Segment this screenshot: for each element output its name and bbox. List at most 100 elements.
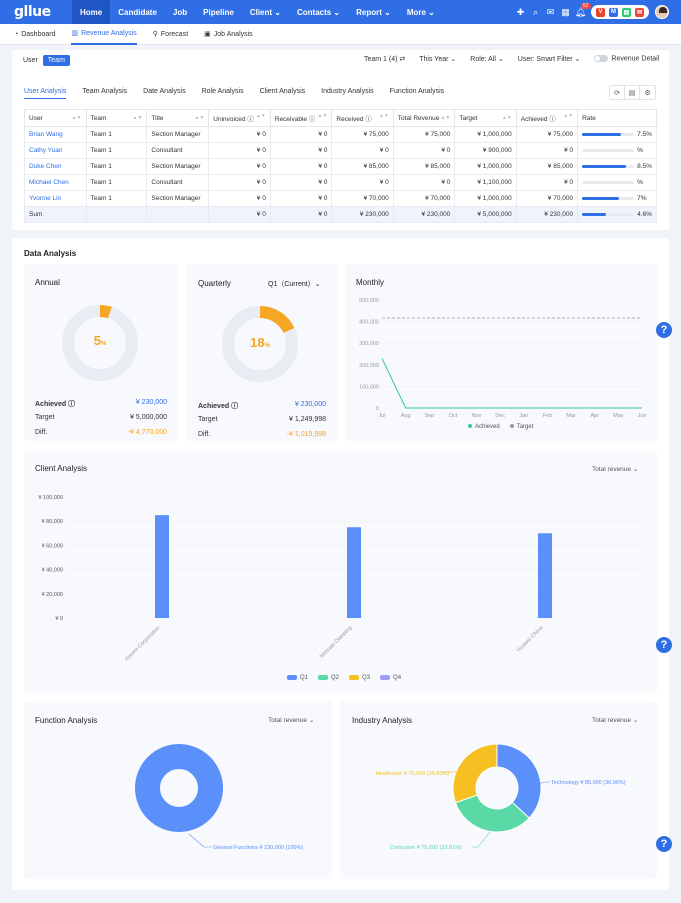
user-toggle[interactable]: User	[23, 57, 38, 64]
calendar-icon[interactable]: ▦	[561, 6, 570, 17]
col-title[interactable]: Title ▲▼	[146, 109, 210, 127]
quarter-select[interactable]: Q1（Current）⌄	[268, 281, 321, 288]
app-suitcase-icon[interactable]: ▤	[622, 7, 631, 17]
tab-job-analysis[interactable]: ▣ Job Analysis	[204, 30, 253, 39]
legend-q1[interactable]: Q1	[287, 675, 308, 681]
settings-icon[interactable]: ⚙	[644, 89, 651, 97]
sort-icon[interactable]: ▲▼	[501, 114, 512, 121]
revenue-detail-switch[interactable]: Revenue Detail	[594, 55, 659, 63]
nav-job[interactable]: Job	[172, 7, 188, 17]
app-v-icon[interactable]: V	[596, 7, 605, 17]
tab-team-analysis[interactable]: Team Analysis	[82, 88, 128, 95]
function-dropdown[interactable]: Total revenue ⌄	[268, 717, 315, 724]
help-icon[interactable]: ?	[656, 836, 672, 852]
help-icon[interactable]: ?	[656, 637, 672, 653]
col-user[interactable]: User ▲▼	[24, 109, 87, 127]
toggle-icon[interactable]	[594, 55, 609, 62]
user-filter[interactable]: User: Smart Filter ⌄	[517, 56, 581, 63]
sort-icon[interactable]: ▲▼	[71, 114, 82, 121]
col-target[interactable]: Target ▲▼	[454, 109, 517, 127]
nav-client[interactable]: Client ⌄	[249, 7, 281, 17]
app-m-icon[interactable]: M	[609, 7, 618, 17]
period-filter[interactable]: This Year ⌄	[419, 56, 457, 63]
nav-home[interactable]: Home	[72, 0, 111, 24]
cell-receivable: ¥ 0	[269, 206, 333, 223]
user-link[interactable]: Michael Chen	[24, 174, 87, 191]
user-link[interactable]: Duke Chen	[24, 158, 87, 175]
tab-date-analysis[interactable]: Date Analysis	[143, 88, 186, 95]
rate-cell: 7.5%	[582, 131, 652, 138]
cell-team: Team 1	[85, 142, 148, 159]
rate-bar	[582, 213, 635, 216]
user-link[interactable]: Cathy Yuan	[24, 142, 87, 159]
cell-uninvoiced: ¥ 0	[208, 142, 271, 159]
nav-report[interactable]: Report ⌄	[356, 7, 391, 17]
sort-icon[interactable]: ▲▼	[563, 113, 574, 119]
client-dropdown[interactable]: Total revenue ⌄	[592, 466, 639, 473]
help-icon[interactable]: ?	[656, 322, 672, 338]
add-icon[interactable]: ✚	[516, 6, 525, 17]
pie-slice[interactable]	[452, 743, 498, 804]
col-received[interactable]: Received ⓘ ▲▼	[331, 109, 394, 127]
col-receivable[interactable]: Receivable ⓘ ▲▼	[269, 109, 333, 127]
avatar[interactable]	[655, 5, 669, 19]
nav-contacts[interactable]: Contacts ⌄	[296, 7, 341, 17]
col-team[interactable]: Team ▲▼	[85, 109, 148, 127]
legend-target[interactable]: Target	[509, 424, 533, 430]
tab-role-analysis[interactable]: Role Analysis	[201, 88, 244, 95]
pie-slice[interactable]	[135, 744, 223, 832]
sort-icon[interactable]: ▲▼	[378, 113, 389, 119]
label-leader-line	[534, 781, 550, 786]
pie-slice[interactable]	[454, 794, 530, 833]
cell-title	[146, 206, 210, 223]
legend-q3[interactable]: Q3	[349, 675, 370, 681]
tab-industry-analysis[interactable]: Industry Analysis	[321, 88, 374, 95]
legend-q4[interactable]: Q4	[380, 675, 401, 681]
cell-uninvoiced: ¥ 0	[208, 174, 271, 191]
col-achieved[interactable]: Achieved ⓘ ▲▼	[515, 109, 579, 127]
tab-user-analysis[interactable]: User Analysis	[24, 88, 67, 99]
cell-team	[85, 206, 148, 223]
sort-icon[interactable]: ▲▼	[255, 113, 266, 119]
tab-function-analysis[interactable]: Function Analysis	[389, 88, 445, 95]
nav-candidate[interactable]: Candidate	[118, 7, 157, 17]
user-link[interactable]: Brian Wang	[24, 126, 87, 143]
bell-icon[interactable]: 🔔︎ 52	[574, 2, 591, 17]
team-toggle[interactable]: Team	[42, 55, 70, 66]
mail-icon[interactable]: ✉	[546, 6, 555, 17]
y-tick-label: ¥ 80,000	[42, 519, 63, 525]
sort-icon[interactable]: ▲▼	[317, 113, 328, 119]
table-tools: ⟳ ▤ ⚙	[609, 85, 656, 100]
export-icon[interactable]: ▤	[625, 86, 640, 99]
nav-more[interactable]: More ⌄	[406, 7, 435, 17]
bar-q1[interactable]	[155, 515, 169, 618]
pie-slice[interactable]	[496, 743, 542, 819]
tab-revenue-analysis[interactable]: ▥ Revenue Analysis	[71, 24, 137, 45]
app-gmail-icon[interactable]: ✉	[635, 7, 644, 17]
industry-card	[340, 701, 657, 879]
refresh-icon[interactable]: ⟳	[610, 86, 625, 99]
role-filter[interactable]: Role: All ⌄	[470, 56, 504, 63]
bar-q1[interactable]	[538, 533, 552, 618]
legend-q2[interactable]: Q2	[318, 675, 339, 681]
col-rate[interactable]: Rate	[577, 109, 657, 127]
cell-title: Section Manager	[146, 158, 210, 175]
tab-client-analysis[interactable]: Client Analysis	[259, 88, 306, 95]
sort-icon[interactable]: ▲▼	[132, 114, 143, 121]
legend-achieved[interactable]: Achieved	[468, 424, 500, 430]
nav-pipeline[interactable]: Pipeline	[203, 7, 234, 17]
donut-progress	[99, 305, 112, 319]
search-icon[interactable]: ⌕	[532, 6, 539, 17]
industry-dropdown[interactable]: Total revenue ⌄	[592, 717, 639, 724]
team-filter[interactable]: Team 1 (4) ⇄	[364, 56, 406, 63]
bar-q1[interactable]	[347, 527, 361, 618]
logo[interactable]: gllue	[14, 4, 51, 20]
label-leader-line	[188, 833, 212, 848]
sort-icon[interactable]: ▲▼	[194, 114, 205, 121]
tab-dashboard[interactable]: ◔ Dashboard	[14, 30, 56, 38]
col-uninvoiced[interactable]: Uninvoiced ⓘ ▲▼	[208, 109, 271, 127]
user-link[interactable]: Yvonne Lin	[24, 190, 87, 207]
col-total-revenue[interactable]: Total Revenue ▲▼	[392, 109, 456, 127]
sort-icon[interactable]: ▲▼	[440, 114, 451, 121]
tab-forecast[interactable]: ⚲ Forecast	[152, 30, 189, 39]
